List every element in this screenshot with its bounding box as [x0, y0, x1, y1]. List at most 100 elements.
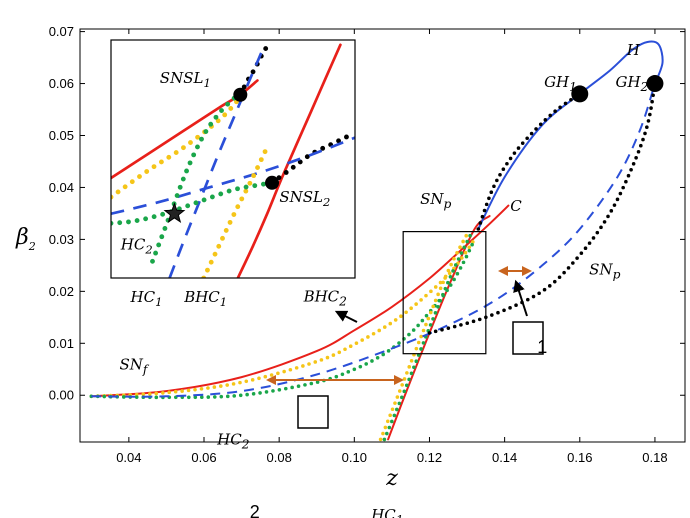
- label-sub: f: [142, 362, 150, 376]
- plot-frame: [79, 28, 686, 443]
- y-axis-label-base: β: [15, 225, 29, 250]
- arrow-bhc2-black: [334, 310, 358, 323]
- label-snsl1: SNSL1: [160, 69, 211, 90]
- annotation-numbers: 12: [250, 337, 547, 518]
- inset-frame-bg: [111, 40, 355, 278]
- inset-series-black-dotted-2: [269, 132, 353, 186]
- label-base: HC: [216, 431, 242, 449]
- label-base: HC: [120, 235, 146, 253]
- inset-series-green-dotted-1: [111, 180, 275, 226]
- x-tick-label: 0.12: [417, 450, 442, 465]
- annotation-box-2: [297, 395, 329, 429]
- series-h-blue-solid: [477, 40, 664, 230]
- x-tick-label: 0.08: [267, 450, 292, 465]
- label-base: GH: [615, 73, 641, 91]
- y-tick-label: 0.06: [49, 76, 74, 91]
- y-tick-label: 0.00: [49, 388, 74, 403]
- main-series: [89, 40, 664, 442]
- label-base: SN: [420, 190, 444, 208]
- series-hc-2-green-dotted: [89, 237, 477, 400]
- label-sub: 1: [155, 295, 162, 309]
- inset-series-black-dotted-1: [237, 40, 273, 98]
- label-snsl2: SNSL2: [279, 188, 330, 209]
- x-tick-label: 0.18: [642, 450, 667, 465]
- y-axis-label: β2: [15, 225, 36, 253]
- label-gh1: GH1: [544, 73, 577, 94]
- label-base: H: [626, 41, 641, 59]
- label-base: SNSL: [160, 69, 204, 87]
- annotation-number: 1: [537, 337, 547, 357]
- series-sn-f-c-red-solid: [90, 204, 510, 398]
- y-tick-label: 0.03: [49, 232, 74, 247]
- series-sn-p-upper-black-dotted: [476, 92, 582, 231]
- label-snf: SNf: [119, 355, 149, 376]
- label-gh2: GH2: [615, 73, 648, 94]
- series-bhc-2-yellow-dotted: [89, 237, 477, 399]
- label-base: BHC: [303, 288, 340, 306]
- label-c: C: [510, 197, 522, 215]
- label-sub: 1: [396, 513, 404, 518]
- label-h: H: [626, 41, 641, 59]
- label-hc2: HC2: [120, 235, 153, 256]
- label-sub: 1: [220, 295, 227, 309]
- inset-series-green-dotted-2: [150, 92, 241, 264]
- label-sub: 2: [322, 195, 330, 209]
- label-sub: 2: [144, 242, 152, 256]
- series-sn-p-blue-dashed: [91, 83, 656, 398]
- series-hc-1-red-solid: [387, 215, 491, 441]
- label-hc1: HC1: [130, 288, 163, 309]
- x-axis-label: z: [385, 466, 398, 491]
- label-base: SNSL: [279, 188, 323, 206]
- x-ticks: 0.04 0.06 0.08 0.10 0.12 0.14 0.16 0.18: [116, 29, 668, 465]
- y-ticks: 0.00 0.01 0.02 0.03 0.04 0.05 0.06 0.07: [49, 24, 685, 403]
- label-sub: 1: [569, 80, 577, 94]
- label-sub: 2: [338, 295, 347, 309]
- inset-star-marker: [163, 202, 186, 223]
- label-snp: SNp: [589, 261, 620, 282]
- inset-series-yellow-dotted-2: [201, 144, 270, 278]
- zoom-box: [402, 231, 487, 355]
- label-hc2: HC2: [216, 431, 250, 452]
- marker-gh-2: [646, 75, 664, 93]
- y-tick-label: 0.01: [49, 336, 74, 351]
- label-base: BHC: [183, 288, 220, 306]
- label-base: SN: [119, 355, 143, 373]
- inset-series-red-solid-2: [236, 43, 342, 278]
- main-markers: [571, 75, 664, 103]
- series-hc-1-green-dotted: [382, 232, 473, 442]
- label-sub: 2: [241, 438, 250, 452]
- label-base: SN: [589, 261, 613, 279]
- label-base: HC: [130, 288, 156, 306]
- label-hc1: HC1: [370, 506, 403, 518]
- label-snp: SNp: [420, 190, 451, 211]
- marker-gh-1: [571, 85, 589, 103]
- x-tick-label: 0.04: [116, 450, 141, 465]
- label-sub: 1: [203, 76, 210, 90]
- x-tick-label: 0.16: [567, 450, 592, 465]
- y-tick-label: 0.05: [49, 128, 74, 143]
- y-tick-label: 0.07: [49, 24, 74, 39]
- annotation-box-1: [512, 321, 544, 355]
- x-tick-label: 0.10: [342, 450, 367, 465]
- inset-series-blue-dashed-2: [111, 136, 355, 216]
- arrow-1-black: [513, 279, 528, 317]
- series-sn-p-lower-black-dotted: [427, 81, 657, 335]
- inset-points: [163, 87, 280, 223]
- label-sub: p: [613, 268, 621, 282]
- inset-series-yellow-dotted-1: [111, 94, 243, 200]
- label-bhc2: BHC2: [303, 288, 348, 309]
- y-tick-label: 0.02: [49, 284, 74, 299]
- annotation-number: 2: [250, 502, 260, 518]
- label-base: GH: [544, 73, 570, 91]
- label-sub: 2: [640, 80, 649, 94]
- inset-point-snsl-1: [233, 87, 248, 102]
- label-bhc1: BHC1: [183, 288, 227, 309]
- inset-frame: [110, 39, 356, 279]
- y-tick-label: 0.04: [49, 180, 74, 195]
- y-axis-label-sub: 2: [28, 240, 36, 253]
- x-tick-label: 0.14: [492, 450, 517, 465]
- label-base: C: [510, 197, 522, 215]
